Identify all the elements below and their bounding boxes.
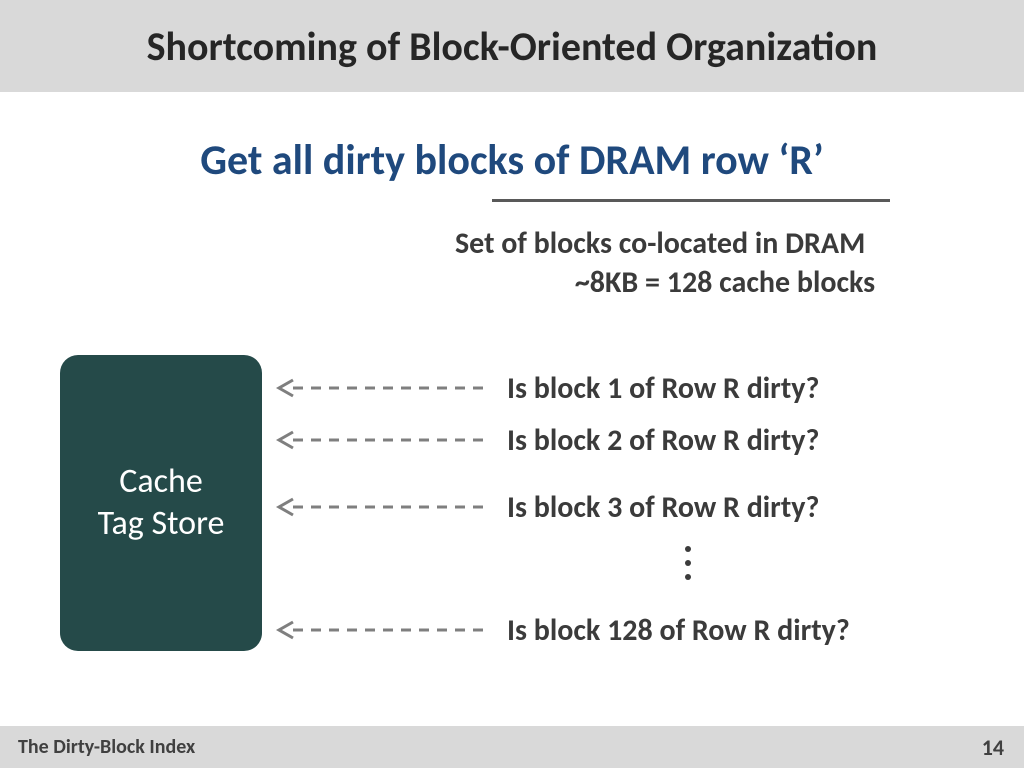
query-row: Is block 128 of Row R dirty?	[275, 614, 995, 646]
tag-store-label-2: Tag Store	[98, 503, 225, 546]
cache-tag-store-box: Cache Tag Store	[60, 355, 262, 651]
query-row: Is block 3 of Row R dirty?	[275, 491, 995, 523]
dashed-arrow-icon	[275, 495, 495, 519]
subtitle-underline	[492, 199, 890, 202]
tag-store-label-1: Cache	[119, 461, 203, 504]
title-bar: Shortcoming of Block-Oriented Organizati…	[0, 0, 1024, 92]
query-text: Is block 128 of Row R dirty?	[507, 612, 850, 649]
page-number: 14	[982, 734, 1004, 761]
dashed-arrow-icon	[275, 428, 495, 452]
query-text: Is block 1 of Row R dirty?	[507, 370, 819, 407]
query-text: Is block 2 of Row R dirty?	[507, 422, 819, 459]
subtitle-container: Get all dirty blocks of DRAM row ‘R’	[0, 135, 1024, 186]
vertical-ellipsis-icon	[678, 543, 698, 583]
description-line-1: Set of blocks co-located in DRAM	[455, 225, 995, 262]
dashed-arrow-icon	[275, 618, 495, 642]
query-row: Is block 2 of Row R dirty?	[275, 424, 995, 456]
query-text: Is block 3 of Row R dirty?	[507, 489, 819, 526]
dashed-arrow-icon	[275, 376, 495, 400]
description-block: Set of blocks co-located in DRAM ~8KB = …	[455, 225, 995, 301]
slide-title: Shortcoming of Block-Oriented Organizati…	[147, 22, 878, 71]
footer-title: The Dirty-Block Index	[18, 735, 195, 759]
description-line-2: ~8KB = 128 cache blocks	[455, 264, 995, 301]
footer-bar: The Dirty-Block Index 14	[0, 726, 1024, 768]
query-row: Is block 1 of Row R dirty?	[275, 372, 995, 404]
subtitle-text: Get all dirty blocks of DRAM row ‘R’	[0, 135, 1024, 186]
